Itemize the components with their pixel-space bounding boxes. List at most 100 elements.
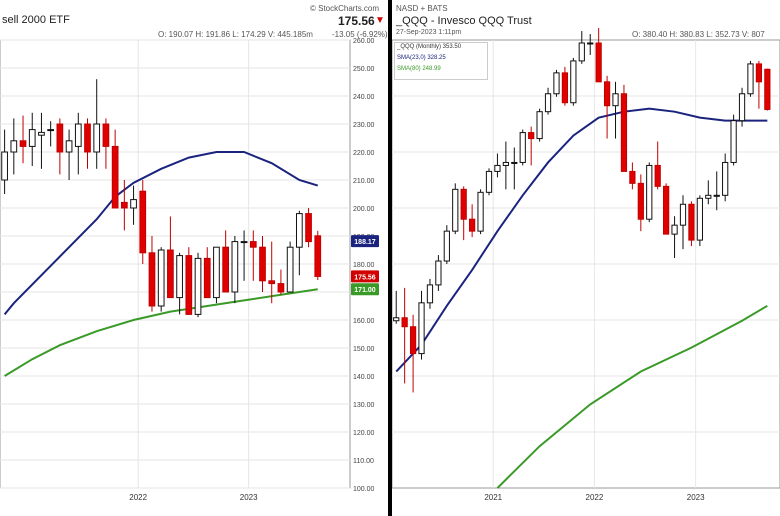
right-candle-body xyxy=(485,170,493,193)
right-candle-body xyxy=(595,42,602,83)
left-y-tick-label: 100.00 xyxy=(353,486,375,493)
right-ohlc-readout: O: 380.40 H: 380.83 L: 352.73 V: 807 xyxy=(632,30,765,39)
left-candle-body xyxy=(167,249,174,299)
left-candle-body xyxy=(286,246,294,293)
left-y-tick-label: 180.00 xyxy=(353,262,375,269)
left-candle-body xyxy=(56,123,64,153)
right-candle-body xyxy=(477,191,484,232)
right-candle-body xyxy=(578,42,585,62)
right-candle-body xyxy=(603,81,611,107)
right-candle-body xyxy=(528,132,535,140)
right-candle-body xyxy=(469,218,476,232)
right-chart-title: _QQQ - Invesco QQQ Trust xyxy=(396,15,532,27)
left-candle-body xyxy=(120,201,128,209)
right-candle-body xyxy=(587,42,594,45)
left-candle-body xyxy=(185,255,193,315)
right-candle-body xyxy=(435,260,442,286)
right-candle-body xyxy=(646,164,653,220)
right-candle-body xyxy=(494,164,501,172)
right-candle-body xyxy=(426,284,434,304)
right-candle-body xyxy=(764,68,771,110)
left-chart-panel: sell 2000 ETF © StockCharts.com 175.56 ▼… xyxy=(0,0,388,516)
left-candle-body xyxy=(19,140,27,147)
left-candle-body xyxy=(268,280,276,285)
left-candle-body xyxy=(176,255,183,299)
left-y-tick-label: 210.00 xyxy=(353,178,375,185)
right-legend: _QQQ (Monthly) 353.50 SMA(23,0) 328.25 S… xyxy=(394,42,488,80)
left-y-tick-label: 220.00 xyxy=(353,150,375,157)
left-candle-body xyxy=(240,241,248,244)
right-x-tick-label: 2023 xyxy=(687,493,705,502)
last-price-tag: 175.56 xyxy=(354,274,376,281)
right-candle-body xyxy=(511,161,518,164)
right-candlestick-chart: 2021 2022 2023 xyxy=(392,28,780,502)
right-candle-body xyxy=(401,317,408,328)
last-price-tag-bg xyxy=(351,270,379,283)
right-candle-body xyxy=(705,194,712,199)
stockcharts-brand: © StockCharts.com xyxy=(310,4,380,13)
left-candle-body xyxy=(102,123,110,147)
right-candle-body xyxy=(620,93,628,172)
left-candle-body xyxy=(259,246,266,282)
right-candle-body xyxy=(612,93,619,107)
right-candle-body xyxy=(393,317,400,322)
legend-sma23: SMA(23,0) 328.25 xyxy=(397,55,446,61)
sma80-value-tag-bg xyxy=(351,283,379,296)
left-y-tick-label: 130.00 xyxy=(353,402,375,409)
sma80-value-tag: 171.00 xyxy=(354,287,376,294)
left-candle-body xyxy=(111,145,119,209)
down-arrow-icon: ▼ xyxy=(375,15,385,26)
left-candle-body xyxy=(203,257,211,299)
left-sma80-line xyxy=(4,288,318,377)
right-candle-body xyxy=(536,111,543,140)
right-candle-body xyxy=(654,164,661,187)
right-candle-body xyxy=(696,197,703,241)
left-candle-body xyxy=(47,129,55,132)
right-chart-panel: NASD + BATS _QQQ - Invesco QQQ Trust 27-… xyxy=(392,0,780,516)
right-candle-body xyxy=(688,203,695,241)
right-candle-body xyxy=(443,230,450,262)
right-sma80-line xyxy=(496,304,768,489)
right-exchange: NASD + BATS xyxy=(396,4,448,13)
left-candle-body xyxy=(148,252,156,307)
left-x-tick-label: 2022 xyxy=(129,493,147,502)
left-candle-body xyxy=(93,123,101,153)
left-candle-body xyxy=(10,140,18,153)
left-chart-title: sell 2000 ETF xyxy=(2,14,70,26)
right-candle-body xyxy=(722,161,729,196)
left-candle-body xyxy=(194,257,202,315)
left-last-price: 175.56 xyxy=(338,14,375,28)
left-x-tick-label: 2023 xyxy=(240,493,258,502)
right-candle-body xyxy=(637,182,644,220)
left-candle-body xyxy=(231,241,239,293)
right-candle-body xyxy=(519,132,526,163)
left-candle-body xyxy=(1,151,8,181)
right-candle-body xyxy=(747,63,754,95)
legend-price: _QQQ (Monthly) 353.50 xyxy=(397,44,462,50)
sma23-value-tag-bg xyxy=(351,235,379,248)
left-y-tick-label: 200.00 xyxy=(353,206,375,213)
left-sma23-line xyxy=(3,151,319,316)
left-y-tick-label: 240.00 xyxy=(353,94,375,101)
right-chart-header: NASD + BATS _QQQ - Invesco QQQ Trust 27-… xyxy=(392,0,780,40)
right-candle-body xyxy=(460,188,467,220)
left-y-tick-label: 150.00 xyxy=(353,346,375,353)
left-candle-body xyxy=(314,235,322,277)
left-ohlc-readout: O: 190.07 H: 191.86 L: 174.29 V: 445.185… xyxy=(158,30,313,39)
right-candle-body xyxy=(570,60,577,104)
right-candle-body xyxy=(502,161,509,166)
right-candle-body xyxy=(679,203,687,226)
right-candle-body xyxy=(663,185,670,235)
right-candle-body xyxy=(713,194,720,197)
sma23-value-tag: 188.17 xyxy=(354,239,376,246)
right-candle-body xyxy=(409,326,417,355)
right-candle-body xyxy=(452,188,459,232)
right-candle-body xyxy=(561,72,569,104)
left-candle-body xyxy=(249,241,257,248)
left-candle-body xyxy=(277,283,285,293)
left-candle-body xyxy=(65,140,73,153)
right-candle-body xyxy=(553,72,560,95)
right-candle-body xyxy=(544,93,552,113)
left-candle-body xyxy=(305,213,312,243)
left-candle-body xyxy=(213,246,220,299)
